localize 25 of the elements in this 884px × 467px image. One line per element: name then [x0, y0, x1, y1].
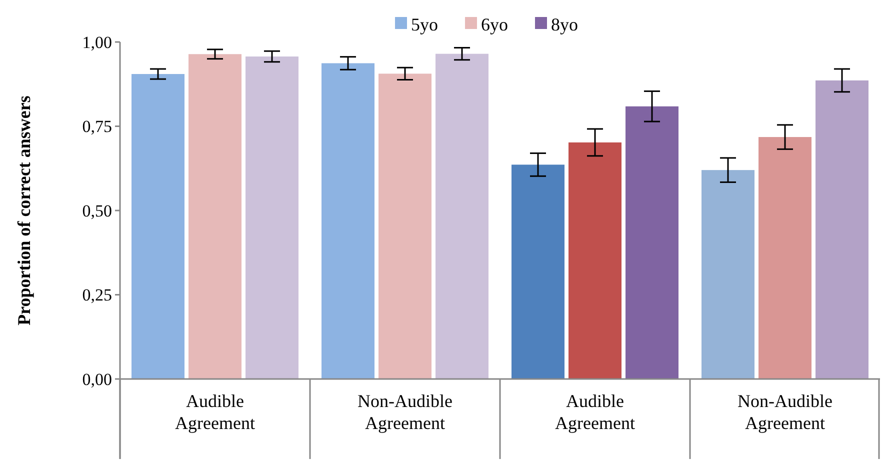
bar: [758, 137, 812, 379]
legend-label: 8yo: [551, 14, 578, 34]
bar: [322, 63, 374, 379]
y-axis-title: Proportion of correct answers: [14, 96, 34, 326]
x-tick-label: Non-Audible Agreement: [358, 391, 452, 433]
bar: [816, 80, 868, 379]
bar: [246, 56, 298, 379]
bar: [626, 106, 678, 379]
y-tick-label: 0,00: [82, 370, 112, 389]
bar: [378, 74, 432, 379]
legend-label: 6yo: [481, 14, 508, 34]
y-tick-label: 0,50: [82, 201, 112, 220]
bar: [512, 164, 564, 379]
bar: [702, 170, 754, 379]
legend-label: 5yo: [411, 14, 438, 34]
x-tick-label: Audible Agreement: [555, 391, 635, 433]
x-tick-label: Non-Audible Agreement: [738, 391, 832, 433]
y-tick-label: 0,25: [82, 286, 112, 305]
bar: [188, 54, 242, 379]
y-tick-label: 0,75: [82, 117, 112, 136]
y-tick-label: 1,00: [82, 32, 112, 52]
bar: [436, 54, 488, 379]
x-tick-label: Audible Agreement: [175, 391, 255, 433]
bar: [568, 142, 622, 379]
bar: [132, 74, 184, 379]
